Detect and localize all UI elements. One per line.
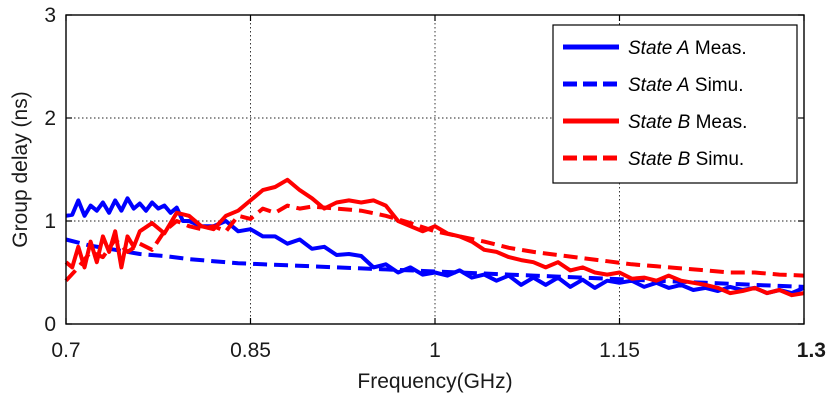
x-tick-label: 1.15 [599, 339, 640, 362]
y-axis-title: Group delay (ns) [9, 91, 32, 247]
legend-label: State B Simu. [628, 149, 744, 170]
legend-label: State A Simu. [628, 75, 743, 96]
legend-label: State A Meas. [628, 38, 747, 59]
series-line-state-b-meas [64, 177, 805, 298]
x-tick-label: 0.85 [230, 339, 271, 362]
series-line-state-b-simu [64, 203, 805, 283]
tick-marks [65, 14, 805, 325]
y-tick-label: 1 [44, 210, 56, 233]
y-tick-labels: 0 1 2 3 [44, 4, 56, 336]
y-tick-label: 0 [44, 313, 56, 336]
y-tick-label: 3 [44, 4, 56, 27]
x-tick-label: 0.7 [51, 339, 80, 362]
legend: State A Meas. State A Simu. State B Meas. S… [552, 24, 798, 184]
legend-label: State B Meas. [628, 112, 747, 133]
series-line-state-a-meas [65, 196, 805, 296]
x-tick-label: 1 [429, 339, 441, 362]
series-layer [64, 177, 805, 298]
y-tick-label: 2 [44, 107, 56, 130]
x-tick-label: 1.3 [797, 339, 826, 362]
x-tick-labels: 0.7 0.85 1 1.15 1.3 [51, 339, 826, 362]
x-axis-title: Frequency(GHz) [357, 370, 512, 393]
